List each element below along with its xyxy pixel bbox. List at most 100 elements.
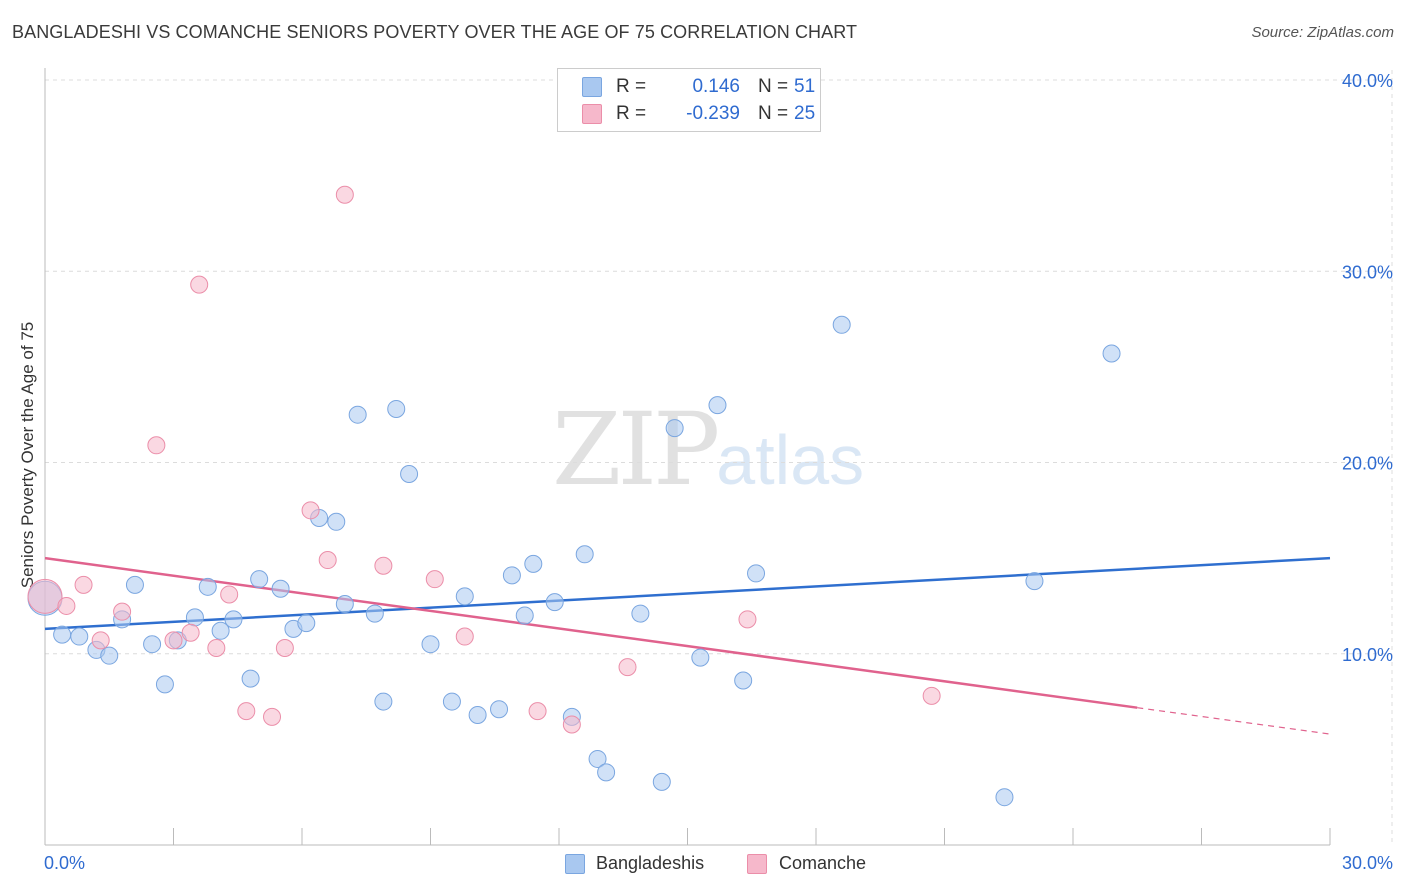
bangladeshis-point-49 — [1025, 572, 1044, 591]
legend-swatch-comanche — [747, 854, 767, 874]
comanche-point-6 — [164, 631, 183, 650]
comanche-point-3 — [91, 631, 110, 650]
bangladeshis-point-48 — [995, 788, 1014, 807]
bangladeshis-swatch — [582, 77, 602, 97]
bangladeshis-point-27 — [421, 635, 440, 654]
bangladeshis-point-41 — [652, 772, 671, 791]
y-tick-label-40: 40.0% — [1342, 71, 1393, 91]
comanche-point-16 — [335, 185, 354, 204]
comanche-point-4 — [113, 602, 132, 621]
bangladeshis-point-25 — [387, 399, 406, 418]
comanche-point-2 — [74, 575, 93, 594]
r-value: -0.239 — [686, 103, 740, 124]
comanche-point-23 — [738, 610, 757, 629]
tick-labels: 10.0% 20.0% 30.0% 40.0% 0.0% 30.0% — [44, 71, 1393, 873]
bangladeshis-point-42 — [665, 419, 684, 438]
bangladeshis-point-31 — [490, 700, 509, 719]
bangladeshis-point-50 — [1102, 344, 1121, 363]
y-tick-label-20: 20.0% — [1342, 454, 1393, 474]
data-points — [27, 185, 1121, 807]
bangladeshis-point-40 — [631, 604, 650, 623]
bangladeshis-point-45 — [734, 671, 753, 690]
comanche-point-5 — [147, 436, 166, 455]
bangladeshis-point-35 — [545, 593, 564, 612]
comanche-point-7 — [181, 623, 200, 642]
comanche-point-8 — [190, 275, 209, 294]
bangladeshis-point-46 — [747, 564, 766, 583]
bangladeshis-point-32 — [502, 566, 521, 585]
legend-swatch-bangladeshis — [565, 854, 585, 874]
r-label: R = — [616, 103, 647, 124]
comanche-point-10 — [220, 585, 239, 604]
comanche-point-11 — [237, 702, 256, 721]
comanche-point-24 — [922, 686, 941, 705]
bangladeshis-point-39 — [597, 763, 616, 782]
gridlines — [45, 70, 1393, 845]
r-label: R = — [616, 76, 647, 97]
x-tick-label-min: 0.0% — [44, 853, 85, 873]
comanche-point-22 — [618, 658, 637, 677]
bangladeshis-point-12 — [211, 621, 230, 640]
bangladeshis-point-10 — [185, 608, 204, 627]
comanche-point-1 — [57, 596, 76, 615]
bangladeshis-point-13 — [224, 610, 243, 629]
comanche-trend-extension — [1137, 707, 1331, 735]
axes — [44, 68, 1331, 846]
legend-label-bangladeshis: Bangladeshis — [596, 853, 705, 873]
n-label: N = — [758, 103, 789, 124]
legend-label-comanche: Comanche — [779, 853, 867, 873]
bangladeshis-point-28 — [442, 692, 461, 711]
bangladeshis-point-47 — [832, 315, 851, 334]
bangladeshis-point-4 — [100, 646, 119, 665]
bangladeshis-point-7 — [143, 635, 162, 654]
bangladeshis-trend-line — [44, 556, 1331, 631]
n-label: N = — [758, 76, 789, 97]
bangladeshis-point-43 — [691, 648, 710, 667]
bangladeshis-point-30 — [468, 705, 487, 724]
comanche-trend-line — [44, 556, 1138, 709]
comanche-point-15 — [318, 551, 337, 570]
y-tick-label-10: 10.0% — [1342, 645, 1393, 665]
r-value: 0.146 — [692, 76, 740, 97]
bangladeshis-point-26 — [400, 464, 419, 483]
comanche-point-21 — [562, 715, 581, 734]
bangladeshis-point-20 — [327, 512, 346, 531]
comanche-point-12 — [263, 707, 282, 726]
comanche-point-0 — [27, 578, 63, 614]
bangladeshis-point-11 — [198, 577, 217, 596]
bangladeshis-point-14 — [241, 669, 260, 688]
bangladeshis-point-8 — [155, 675, 174, 694]
bangladeshis-point-24 — [374, 692, 393, 711]
bangladeshis-point-1 — [53, 625, 72, 644]
bangladeshis-point-38 — [588, 749, 607, 768]
bangladeshis-point-33 — [515, 606, 534, 625]
bangladeshis-point-6 — [125, 575, 144, 594]
bangladeshis-point-18 — [297, 614, 316, 633]
bangladeshis-point-15 — [250, 570, 269, 589]
chart-title: BANGLADESHI VS COMANCHE SENIORS POVERTY … — [12, 22, 858, 42]
source-credit: Source: ZipAtlas.com — [1251, 24, 1394, 41]
bangladeshis-point-37 — [575, 545, 594, 564]
bangladeshis-point-2 — [70, 627, 89, 646]
n-value: 51 — [794, 76, 816, 97]
bangladeshis-point-44 — [708, 396, 727, 415]
comanche-point-18 — [425, 570, 444, 589]
bangladeshis-point-21 — [335, 595, 354, 614]
comanche-swatch — [582, 104, 602, 124]
bangladeshis-point-16 — [271, 579, 290, 598]
comanche-point-9 — [207, 639, 226, 658]
bangladeshis-point-34 — [524, 554, 543, 573]
y-tick-label-30: 30.0% — [1342, 262, 1393, 282]
n-value: 25 — [794, 103, 816, 124]
comanche-point-13 — [275, 639, 294, 658]
comanche-point-20 — [528, 702, 547, 721]
correlation-stats-box: R = 0.146 N = 51 R = -0.239 N = 25 — [557, 68, 821, 132]
bangladeshis-point-29 — [455, 587, 474, 606]
comanche-point-17 — [374, 556, 393, 575]
bangladeshis-point-22 — [348, 405, 367, 424]
x-tick-label-max: 30.0% — [1342, 853, 1393, 873]
bangladeshis-point-23 — [365, 604, 384, 623]
comanche-point-19 — [455, 627, 474, 646]
comanche-point-14 — [301, 501, 320, 520]
